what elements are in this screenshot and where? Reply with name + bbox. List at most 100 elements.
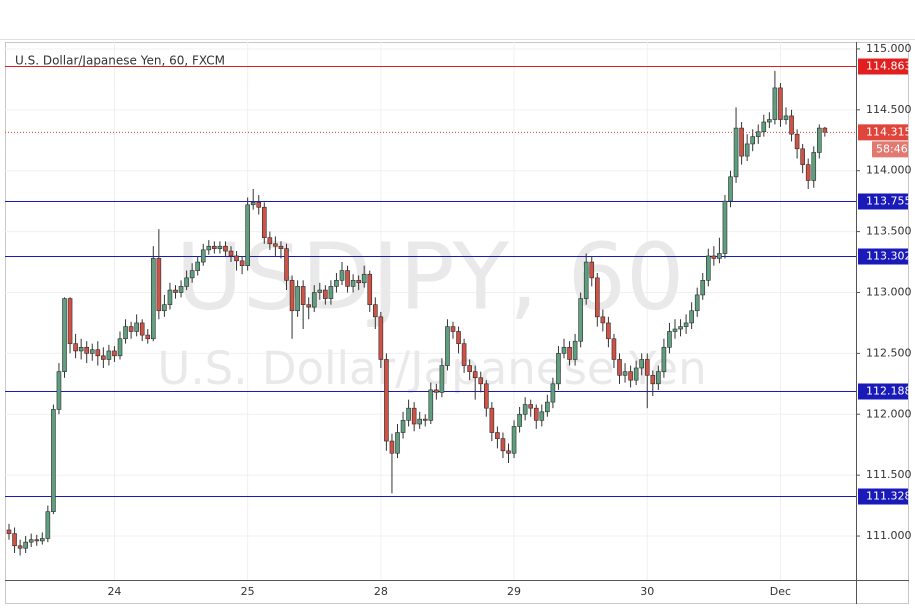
- x-tick-label: 29: [507, 585, 521, 598]
- candle-body: [761, 121, 767, 133]
- candle-body: [151, 258, 156, 340]
- candle-body: [794, 133, 800, 150]
- candle-body: [400, 420, 406, 433]
- candle-body: [239, 260, 245, 266]
- candle-body: [128, 326, 134, 332]
- candle-body: [733, 127, 739, 178]
- candle-body: [705, 255, 711, 281]
- level-label-box: [858, 248, 908, 265]
- candle-body: [317, 289, 323, 293]
- candle-body: [500, 438, 506, 452]
- candles: [6, 70, 828, 556]
- candle-body: [212, 245, 217, 249]
- candle-body: [206, 245, 212, 251]
- candle-body: [406, 407, 411, 421]
- candle-body: [56, 371, 62, 410]
- candle-body: [234, 255, 239, 262]
- candle-body: [661, 346, 667, 372]
- candle-body: [167, 289, 173, 305]
- candle-body: [495, 432, 500, 439]
- y-tick-label: 113.500: [866, 225, 912, 238]
- candle-body: [245, 204, 250, 266]
- y-tick-label: 115.000: [866, 42, 912, 55]
- candle-body: [789, 115, 794, 135]
- candle-body: [311, 292, 317, 308]
- y-tick-label: 111.500: [866, 468, 912, 481]
- candle-body: [323, 289, 328, 299]
- candle-body: [89, 349, 95, 354]
- candle-body: [445, 326, 450, 366]
- x-tick-label: 30: [640, 585, 654, 598]
- candle-body: [384, 359, 389, 442]
- candle-body: [450, 326, 456, 332]
- candle-body: [67, 298, 73, 344]
- candle-body: [639, 359, 645, 369]
- candle-body: [123, 326, 128, 340]
- candle-body: [656, 371, 661, 385]
- candle-body: [101, 355, 106, 360]
- toolbar: [0, 0, 915, 40]
- candle-body: [62, 298, 67, 372]
- candle-body: [328, 286, 334, 299]
- candle-body: [434, 389, 439, 393]
- candle-body: [339, 270, 345, 281]
- candle-body: [700, 280, 706, 296]
- candle-body: [561, 346, 567, 354]
- y-tick-label: 112.500: [866, 346, 912, 359]
- candle-body: [578, 298, 583, 342]
- candle-body: [23, 541, 28, 549]
- candle-body: [772, 87, 778, 120]
- candle-body: [289, 280, 295, 312]
- candle-body: [428, 389, 434, 421]
- candle-body: [134, 322, 139, 332]
- candle-body: [95, 349, 101, 357]
- candle-body: [739, 127, 744, 157]
- candle-body: [261, 206, 267, 238]
- candle-body: [411, 407, 417, 425]
- candle-body: [583, 261, 589, 299]
- candle-body: [711, 255, 717, 259]
- candle-body: [139, 322, 145, 336]
- candle-body: [361, 273, 367, 284]
- level-label: 114.863: [866, 60, 912, 73]
- candle-body: [389, 440, 395, 454]
- level-label: 112.188: [866, 385, 912, 398]
- candle-body: [606, 322, 611, 340]
- candle-body: [256, 202, 262, 208]
- candle-body: [689, 310, 694, 324]
- candle-body: [800, 148, 805, 165]
- candle-body: [278, 245, 284, 249]
- candle-body: [78, 346, 84, 352]
- candle-body: [533, 407, 539, 421]
- candle-body: [767, 119, 772, 123]
- candle-body: [12, 533, 17, 547]
- candle-body: [34, 539, 40, 542]
- candle-body: [483, 383, 489, 409]
- candle-body: [162, 304, 167, 312]
- candle-body: [51, 409, 56, 512]
- candle-body: [217, 245, 223, 249]
- candle-body: [306, 304, 312, 308]
- candle-body: [572, 340, 578, 360]
- candle-body: [683, 322, 689, 327]
- watermark: USDJPY, 60 U.S. Dollar/Japanese Yen: [157, 223, 706, 395]
- candle-body: [39, 538, 45, 542]
- candle-body: [189, 270, 195, 279]
- candle-body: [334, 280, 339, 287]
- candle-body: [522, 404, 528, 415]
- y-tick-label: 112.000: [866, 407, 912, 420]
- y-tick-label: 114.000: [866, 164, 912, 177]
- candle-body: [617, 359, 622, 376]
- candle-body: [178, 286, 184, 293]
- candle-body: [511, 426, 517, 454]
- x-tick-label: 28: [374, 585, 388, 598]
- candle-body: [539, 411, 545, 421]
- candle-body: [467, 365, 472, 372]
- candle-body: [489, 407, 495, 433]
- candle-body: [650, 374, 656, 385]
- y-tick-label: 114.500: [866, 103, 912, 116]
- candle-body: [117, 338, 123, 357]
- candle-body: [778, 87, 783, 120]
- candle-body: [372, 304, 378, 318]
- candle-body: [17, 545, 23, 549]
